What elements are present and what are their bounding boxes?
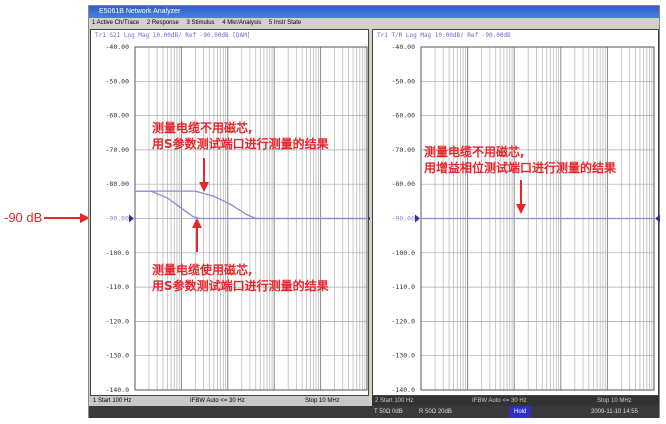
y-tick-label: -130.0 [106,352,130,360]
channel-2-status: 2 Start 100 Hz IFBW Auto <= 30 Hz Stop 1… [372,396,659,406]
channel-2-panel: -40.00 -50.00 -60.00 -70.00 -80.00 -90.00 -100… [372,29,660,396]
y-tick-label: -110.0 [106,283,130,291]
channel-1-plot: -40.00 -50.00 -60.00 -70.00 -80.00 -90.00 -100… [106,43,370,394]
ref-marker-left-icon [415,214,420,223]
channel-1-panel: -40.00 -50.00 -60.00 -70.00 -80.00 -90.00 -100… [90,29,370,396]
menu-marker-analysis[interactable]: 4 Mkr/Analysis [222,20,262,26]
y-tick-label: -100.0 [392,249,416,257]
y-tick-label: -80.00 [392,180,416,188]
trace-header: Tr1 T/R Log Mag 10.00dB/ Ref -90.00dB [377,32,511,39]
y-tick-label: -80.00 [106,180,130,188]
ifbw: IFBW Auto <= 30 Hz [472,398,527,404]
bottom-status-bar: T 50Ω 0dB R 50Ω 20dB Hold 2009-11-10 14:… [89,406,659,418]
title-bar: E5061B Network Analyzer [89,6,659,18]
y-tick-label: -50.00 [392,77,416,85]
annotation-text: 测量电缆不用磁芯, 用S参数测试端口进行测量的结果 [152,121,329,151]
annotation-text: 测量电缆使用磁芯, 用S参数测试端口进行测量的结果 [152,263,329,293]
reference-arrow-icon [44,213,90,223]
y-tick-label: -60.00 [392,112,416,120]
annotation-no-core-gain-phase: 测量电缆不用磁芯, 用增益相位测试端口进行测量的结果 [424,144,616,176]
start-freq: 1 Start 100 Hz [93,398,132,404]
y-tick-label: -100.0 [106,249,130,257]
analyzer-window: E5061B Network Analyzer 1 Active Ch/Trac… [88,5,660,418]
y-tick-label: -50.00 [106,77,130,85]
ref-marker-right-icon [368,216,370,221]
hold-indicator[interactable]: Hold [509,406,532,418]
channel-1-status: 1 Start 100 Hz IFBW Auto <= 30 Hz Stop 1… [90,396,369,406]
ref-marker-left-icon [129,214,134,223]
y-tick-label: -60.00 [106,112,130,120]
y-tick-label: -140.0 [106,386,130,394]
reference-level-text: -90 dB [4,210,43,225]
trace-line-2 [135,190,367,220]
menu-stimulus[interactable]: 3 Stimulus [186,20,215,26]
annotation-with-core-s-param: 测量电缆使用磁芯, 用S参数测试端口进行测量的结果 [152,262,329,294]
y-tick-label: -40.00 [392,43,416,51]
y-tick-label: -120.0 [106,317,130,325]
y-tick-label: -70.00 [392,146,416,154]
reference-level-label: -90 dB [4,210,42,225]
ref-marker-right-icon [655,214,660,223]
trace-line-1 [135,190,367,220]
menu-bar: 1 Active Ch/Trace 2 Response 3 Stimulus … [89,18,659,28]
y-tick-label: -140.0 [392,386,416,394]
stop-freq: Stop 10 MHz [597,398,632,404]
y-tick-label: -90.00 [106,215,130,223]
menu-active-ch[interactable]: 1 Active Ch/Trace [92,20,140,26]
y-tick-label: -40.00 [106,43,130,51]
grid [134,46,367,391]
annotation-text: 测量电缆不用磁芯, 用增益相位测试端口进行测量的结果 [424,145,617,175]
y-tick-label: -110.0 [392,283,416,291]
trace-header: Tr1 S21 Log Mag 10.00dB/ Ref -90.00dB [D… [95,32,251,39]
y-tick-label: -130.0 [392,352,416,360]
y-tick-label: -120.0 [392,317,416,325]
t-port-setting: T 50Ω 0dB [374,409,403,415]
y-tick-label: -90.00 [392,215,416,223]
annotation-no-core-s-param: 测量电缆不用磁芯, 用S参数测试端口进行测量的结果 [152,120,329,152]
stop-freq: Stop 10 MHz [305,398,340,404]
start-freq: 2 Start 100 Hz [375,398,414,404]
datetime: 2009-11-10 14:55 [591,409,638,415]
channel-2-plot: -40.00 -50.00 -60.00 -70.00 -80.00 -90.00 -100… [392,43,660,394]
r-port-setting: R 50Ω 20dB [419,409,452,415]
menu-instr-state[interactable]: 5 Instr State [268,20,302,26]
y-tick-label: -70.00 [106,146,130,154]
menu-response[interactable]: 2 Response [146,20,179,26]
ifbw: IFBW Auto <= 30 Hz [190,398,245,404]
